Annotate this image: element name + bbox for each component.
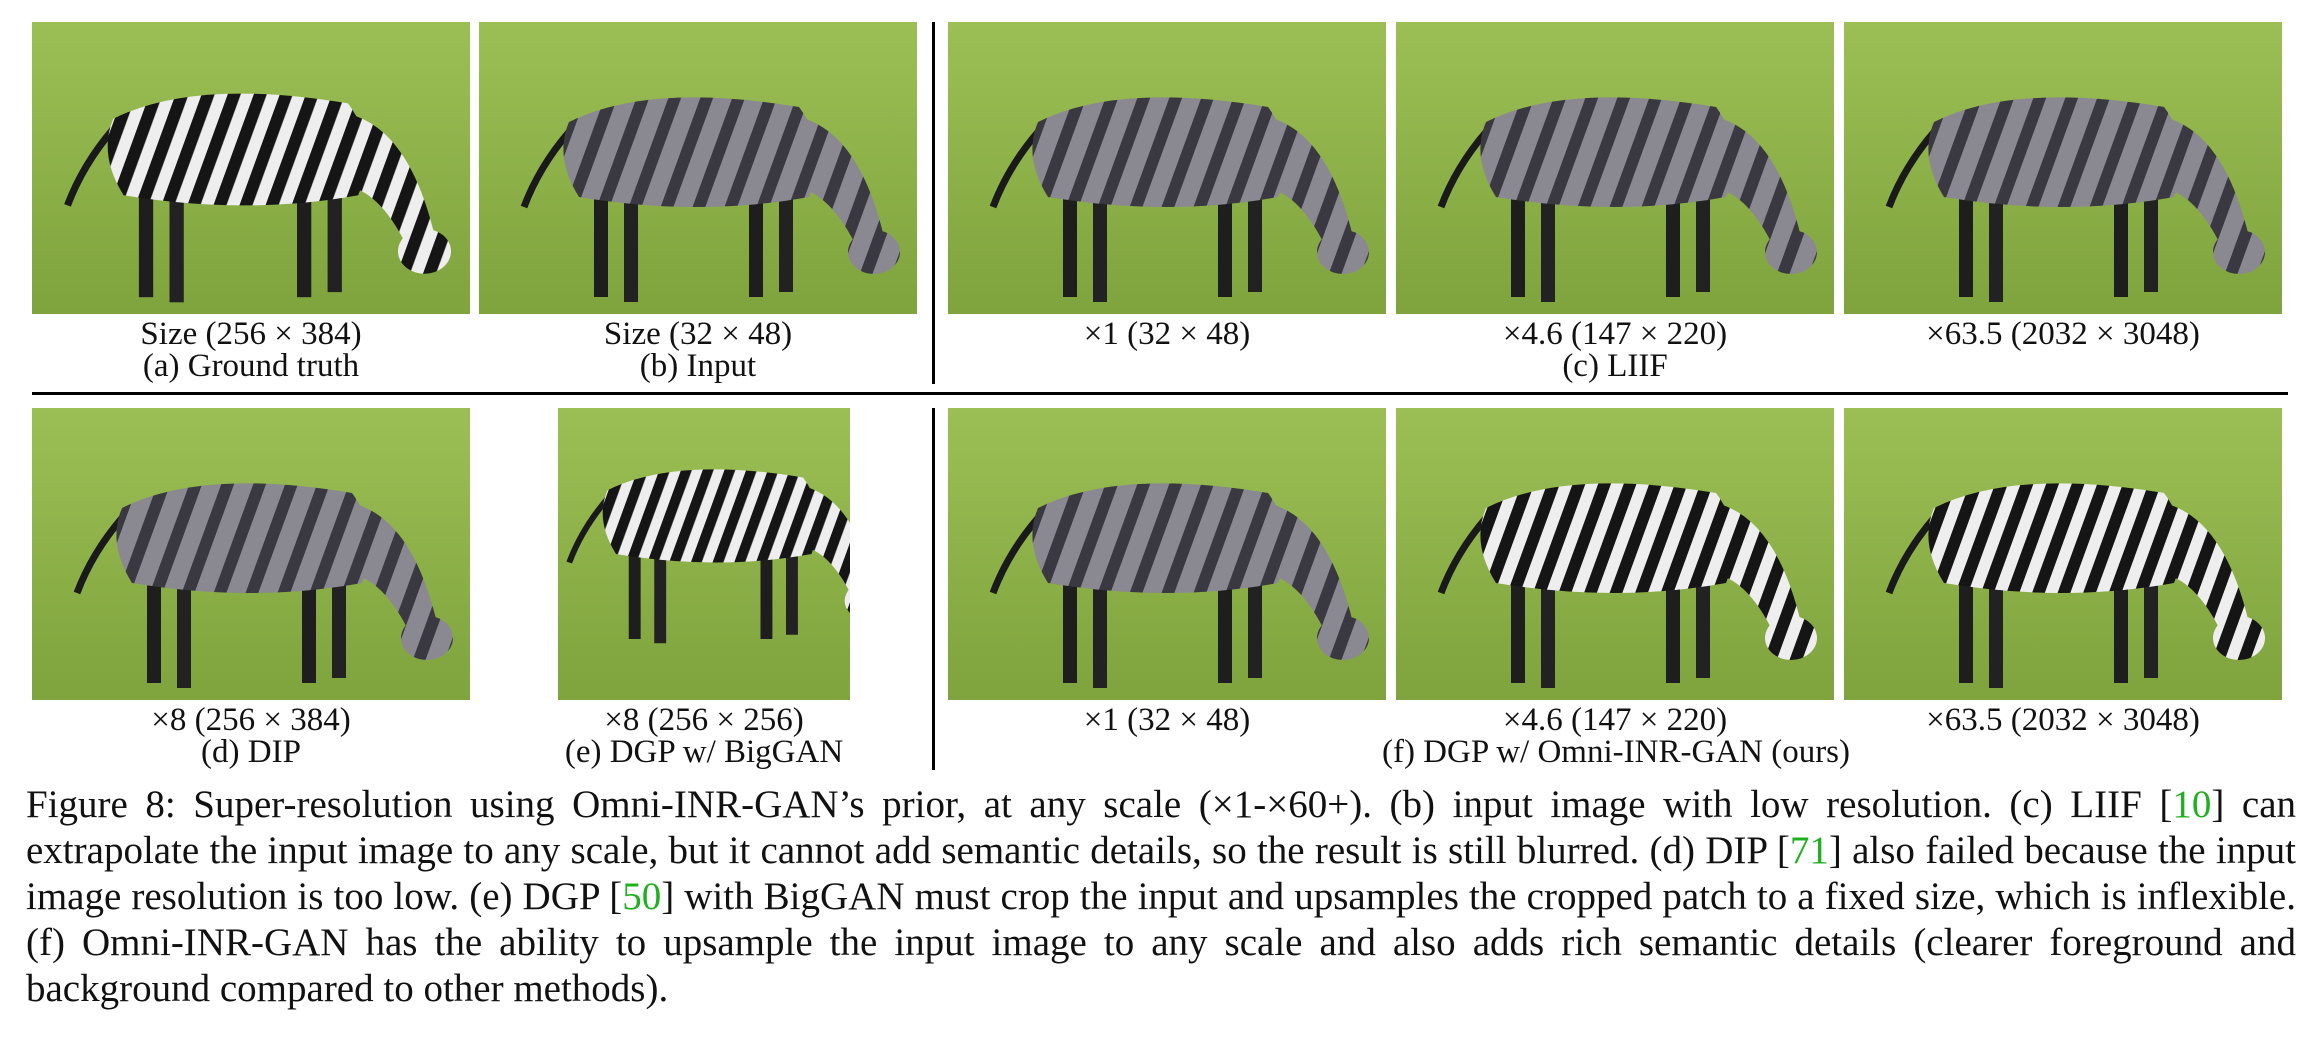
liif-x63-image — [1844, 22, 2282, 314]
omni-x63-size-label: ×63.5 (2032 × 3048) — [1926, 702, 2200, 738]
dgp-size-label: ×8 (256 × 256) — [604, 702, 804, 738]
liif-x63-size-label: ×63.5 (2032 × 3048) — [1926, 316, 2200, 352]
dip-name-label: (d) DIP — [201, 734, 301, 770]
omni-x4-size-label: ×4.6 (147 × 220) — [1502, 702, 1728, 738]
row2-divider — [932, 408, 935, 770]
citation-link-10[interactable]: 10 — [2172, 783, 2212, 826]
dip-image — [32, 408, 470, 700]
input-image — [479, 22, 917, 314]
dgp-biggan-image — [558, 408, 850, 700]
gt-name-label: (a) Ground truth — [142, 348, 360, 384]
liif-x4-image — [1396, 22, 1834, 314]
omni-x63-image — [1844, 408, 2282, 700]
gt-size-label: Size (256 × 384) — [140, 316, 362, 352]
citation-link-71[interactable]: 71 — [1789, 829, 1829, 872]
liif-x1-image — [948, 22, 1386, 314]
input-name-label: (b) Input — [639, 348, 757, 384]
caption-text-3: ] also failed because the input image re… — [26, 829, 2296, 918]
liif-group-label: (c) LIIF — [1562, 348, 1668, 384]
citation-link-50[interactable]: 50 — [622, 875, 662, 918]
omni-x1-size-label: ×1 (32 × 48) — [1083, 702, 1251, 738]
omni-x1-image — [948, 408, 1386, 700]
figure-caption: Figure 8: Super-resolution using Omni-IN… — [26, 782, 2296, 1012]
dgp-name-label: (e) DGP w/ BigGAN — [564, 734, 844, 770]
caption-text-2: ] can extrapolate the input image to any… — [26, 783, 2296, 872]
caption-text-4: ] with BigGAN must crop the input and up… — [26, 875, 2296, 1010]
caption-text-1: Figure 8: Super-resolution using Omni-IN… — [26, 783, 2173, 826]
liif-x4-size-label: ×4.6 (147 × 220) — [1502, 316, 1728, 352]
omni-x4-image — [1396, 408, 1834, 700]
row-divider — [32, 392, 2288, 395]
liif-x1-size-label: ×1 (32 × 48) — [1083, 316, 1251, 352]
input-size-label: Size (32 × 48) — [603, 316, 793, 352]
dip-size-label: ×8 (256 × 384) — [151, 702, 351, 738]
omni-group-label: (f) DGP w/ Omni-INR-GAN (ours) — [1381, 734, 1851, 770]
ground-truth-image — [32, 22, 470, 314]
row1-divider — [932, 22, 935, 384]
